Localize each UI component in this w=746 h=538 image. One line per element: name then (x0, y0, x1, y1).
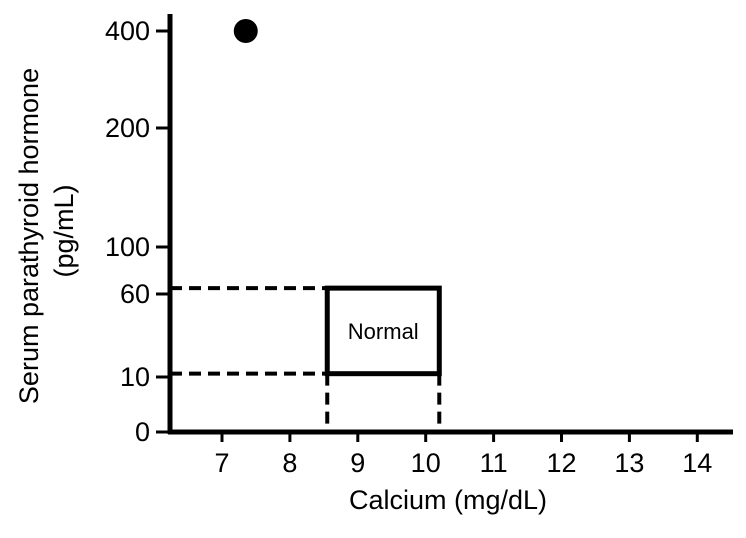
x-tick-label: 12 (546, 448, 576, 478)
x-tick-label: 14 (682, 448, 712, 478)
normal-range-box (324, 285, 442, 377)
y-tick-label: 400 (105, 16, 150, 46)
y-tick-label: 10 (120, 362, 150, 392)
x-tick-label: 9 (350, 448, 365, 478)
x-tick-label: 7 (214, 448, 229, 478)
normal-range-label: Normal (348, 319, 419, 344)
normal-range-guides (170, 286, 442, 432)
y-tick-label: 0 (135, 417, 150, 447)
x-axis-title: Calcium (mg/dL) (349, 485, 547, 515)
x-tick-label: 8 (282, 448, 297, 478)
y-axis-ticks: 0 10 60 100 200 400 (105, 16, 170, 447)
y-axis-title-line2: (pg/mL) (49, 184, 79, 277)
x-tick-label: 10 (411, 448, 441, 478)
x-tick-label: 13 (614, 448, 644, 478)
data-point (233, 19, 258, 43)
y-axis-title-line1: Serum parathyroid hormone (14, 68, 44, 404)
y-tick-label: 100 (105, 232, 150, 262)
x-axis-ticks: 7 8 9 10 11 12 13 14 (214, 432, 712, 478)
x-tick-label: 11 (480, 448, 508, 478)
y-tick-label: 60 (120, 279, 150, 309)
y-tick-label: 200 (105, 113, 150, 143)
data-points (233, 19, 258, 43)
